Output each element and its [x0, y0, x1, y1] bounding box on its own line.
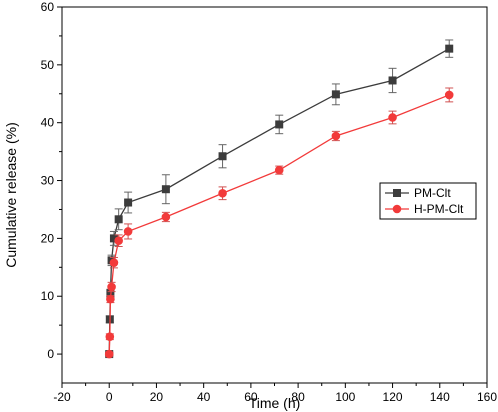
- data-point: [114, 215, 123, 224]
- data-point: [105, 332, 115, 342]
- legend: PM-Clt H-PM-Clt: [379, 182, 477, 220]
- axes: -20 0 20 40 60 80 100 120 140 160 0 10 20 30 40 50 60: [41, 0, 498, 404]
- x-tick-label: -20: [53, 390, 71, 404]
- y-tick-label: 10: [41, 289, 55, 303]
- data-point: [218, 188, 227, 198]
- legend-label: H-PM-Clt: [414, 202, 464, 216]
- legend-marker: [393, 189, 401, 197]
- data-point: [274, 165, 284, 175]
- data-point: [445, 44, 454, 53]
- data-point: [123, 227, 133, 236]
- y-tick-label: 60: [41, 0, 55, 14]
- data-point: [331, 90, 340, 99]
- data-point: [109, 234, 118, 243]
- data-point: [331, 131, 341, 141]
- data-point: [388, 113, 397, 122]
- x-tick-label: 160: [477, 390, 497, 404]
- legend-label: PM-Clt: [414, 186, 451, 200]
- y-axis-title: Cumulative release (%): [3, 122, 19, 268]
- data-point: [218, 152, 227, 161]
- x-tick-label: 0: [106, 390, 113, 404]
- x-tick-label: 140: [430, 390, 450, 404]
- x-tick-label: 100: [335, 390, 355, 404]
- x-tick-label: 80: [291, 390, 305, 404]
- data-point: [388, 76, 397, 85]
- data-point: [444, 90, 454, 100]
- data-point: [107, 282, 116, 292]
- data-point: [161, 185, 170, 194]
- x-tick-label: 20: [150, 390, 164, 404]
- plot-area: [104, 39, 454, 359]
- legend-marker: [392, 204, 402, 214]
- y-tick-label: 30: [41, 174, 55, 188]
- data-point: [109, 258, 119, 267]
- y-tick-label: 50: [41, 58, 55, 72]
- y-tick-label: 40: [41, 116, 55, 130]
- data-point: [104, 349, 114, 359]
- x-tick-label: 60: [244, 390, 258, 404]
- data-point: [161, 212, 171, 222]
- y-tick-label: 0: [47, 347, 54, 361]
- data-point: [114, 236, 123, 245]
- data-point: [106, 294, 115, 304]
- data-point: [275, 120, 284, 129]
- x-tick-label: 40: [197, 390, 211, 404]
- y-tick-label: 20: [41, 231, 55, 245]
- data-point: [124, 198, 133, 207]
- x-axis-title: Time (h): [249, 395, 301, 411]
- x-tick-label: 120: [383, 390, 403, 404]
